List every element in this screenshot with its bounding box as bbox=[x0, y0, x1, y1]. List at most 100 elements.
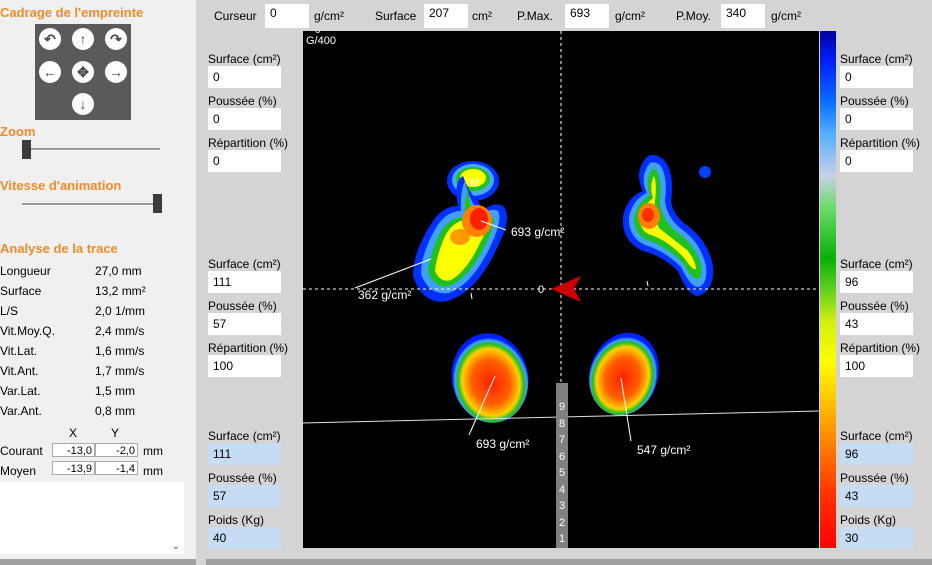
lt-surface-label: Surface (cm²) bbox=[208, 52, 281, 66]
rb-poids-field: 30 bbox=[840, 527, 913, 549]
stat-label: L/S bbox=[0, 304, 19, 318]
courant-unit: mm bbox=[143, 444, 163, 458]
speed-slider-track[interactable] bbox=[22, 203, 160, 206]
stat-value: 1,6 mm/s bbox=[95, 344, 145, 358]
marker-m: M bbox=[470, 177, 479, 189]
stat-label: Surface bbox=[0, 284, 42, 298]
zoom-title: Zoom bbox=[0, 124, 36, 139]
pmoy-label: P.Moy. bbox=[676, 9, 711, 23]
scale-digit: 7 bbox=[558, 434, 566, 446]
rb-poids-label: Poids (Kg) bbox=[840, 513, 897, 527]
rm-repartition-label: Répartition (%) bbox=[840, 341, 921, 355]
rb-surface-label: Surface (cm²) bbox=[840, 429, 913, 443]
surface-field: 207 bbox=[424, 4, 468, 28]
lm-repartition-label: Répartition (%) bbox=[208, 341, 289, 355]
moyen-label: Moyen bbox=[0, 464, 37, 478]
curseur-label: Curseur bbox=[214, 9, 257, 23]
lm-surface-field: 111 bbox=[208, 271, 281, 293]
rotate-right-icon[interactable]: ↷ bbox=[105, 28, 127, 50]
stat-label: Longueur bbox=[0, 264, 51, 278]
front-right-footprint bbox=[622, 155, 714, 296]
scale-digit: 8 bbox=[558, 417, 566, 430]
courant-y-field: -2,0 bbox=[95, 443, 138, 457]
zoom-slider-thumb[interactable] bbox=[22, 140, 31, 159]
stat-label: Var.Ant. bbox=[0, 404, 42, 418]
stat-value: 0,8 mm bbox=[95, 404, 136, 418]
rm-poussee-field: 43 bbox=[840, 313, 913, 335]
scale-bar: 9 8 7 6 5 4 3 2 1 bbox=[556, 383, 568, 548]
left-panel: Cadrage de l'empreinte ↶ ↑ ↷ ← ✥ → ↓ Zoo… bbox=[0, 0, 196, 565]
courant-x-field: -13,0 bbox=[52, 443, 95, 457]
pmoy-unit: g/cm² bbox=[771, 9, 801, 23]
rt-repartition-label: Répartition (%) bbox=[840, 136, 921, 150]
lb-poussee-field: 57 bbox=[208, 485, 281, 507]
annotation-front-left-peak: 693 g/cm² bbox=[511, 225, 564, 239]
rotate-left-icon[interactable]: ↶ bbox=[39, 28, 61, 50]
lt-surface-field: 0 bbox=[208, 66, 281, 88]
color-scale bbox=[820, 31, 836, 548]
scale-digit: 2 bbox=[558, 516, 566, 529]
rt-surface-label: Surface (cm²) bbox=[840, 52, 913, 66]
arrow-left-icon[interactable]: ← bbox=[39, 61, 61, 83]
lt-repartition-field: 0 bbox=[208, 150, 281, 172]
curseur-field[interactable]: 0 bbox=[265, 4, 309, 28]
rm-repartition-field: 100 bbox=[840, 355, 913, 377]
courant-label: Courant bbox=[0, 444, 43, 458]
lb-surface-label: Surface (cm²) bbox=[208, 429, 281, 443]
annotation-rear-left: 693 g/cm² bbox=[476, 437, 529, 451]
arrow-right-icon[interactable]: → bbox=[105, 61, 127, 83]
rm-surface-label: Surface (cm²) bbox=[840, 257, 913, 271]
pmax-label: P.Max. bbox=[517, 9, 553, 23]
lt-poussee-field: 0 bbox=[208, 108, 281, 130]
stat-label: Var.Lat. bbox=[0, 384, 41, 398]
chevron-down-icon[interactable]: ⌄ bbox=[171, 541, 180, 552]
scale-digit: 6 bbox=[558, 450, 566, 463]
rm-surface-field: 96 bbox=[840, 271, 913, 293]
annotation-rear-right: 547 g/cm² bbox=[637, 443, 690, 457]
moyen-x-field: -13,9 bbox=[52, 461, 95, 475]
pressure-map[interactable]: 0 693 g/cm² 362 g/cm² 693 g/cm² 547 g/cm… bbox=[303, 31, 819, 548]
bottom-strip bbox=[206, 559, 932, 565]
pmax-unit: g/cm² bbox=[615, 9, 645, 23]
stat-value: 13,2 mm² bbox=[95, 284, 146, 298]
center-marker: 0 bbox=[538, 284, 544, 296]
left-bottom-strip bbox=[0, 559, 196, 565]
rt-repartition-field: 0 bbox=[840, 150, 913, 172]
navigation-pad: ↶ ↑ ↷ ← ✥ → ↓ bbox=[35, 24, 131, 120]
scale-digit: 5 bbox=[558, 467, 566, 479]
annotation-front-left-low: 362 g/cm² bbox=[358, 288, 411, 302]
stat-label: Vit.Ant. bbox=[0, 364, 39, 378]
rear-left-footprint bbox=[451, 333, 529, 423]
surface-label: Surface bbox=[375, 9, 417, 23]
x-header: X bbox=[69, 426, 78, 440]
lb-surface-field: 111 bbox=[208, 443, 281, 465]
rb-surface-field: 96 bbox=[840, 443, 913, 465]
lb-poussee-label: Poussée (%) bbox=[208, 471, 277, 485]
stat-value: 1,7 mm/s bbox=[95, 364, 145, 378]
rb-poussee-label: Poussée (%) bbox=[840, 471, 909, 485]
curseur-unit: g/cm² bbox=[314, 9, 344, 23]
zoom-slider-track[interactable] bbox=[22, 148, 160, 151]
scale-digit: 9 bbox=[558, 401, 566, 413]
rm-poussee-label: Poussée (%) bbox=[840, 299, 909, 313]
arrow-down-icon[interactable]: ↓ bbox=[72, 93, 94, 115]
center-icon[interactable]: ✥ bbox=[72, 61, 94, 83]
arrow-up-icon[interactable]: ↑ bbox=[72, 28, 94, 50]
pressure-map-svg: 0 693 g/cm² 362 g/cm² 693 g/cm² 547 g/cm… bbox=[303, 31, 819, 548]
y-header: Y bbox=[111, 426, 120, 440]
rt-surface-field: 0 bbox=[840, 66, 913, 88]
lb-poids-label: Poids (Kg) bbox=[208, 513, 265, 527]
center-arrow-icon bbox=[551, 276, 581, 302]
speed-slider-thumb[interactable] bbox=[153, 194, 162, 213]
rear-right-footprint bbox=[589, 332, 659, 416]
stat-value: 27,0 mm bbox=[95, 264, 142, 278]
stat-value: 2,0 1/mm bbox=[95, 304, 146, 318]
rt-poussee-field: 0 bbox=[840, 108, 913, 130]
surface-unit: cm² bbox=[472, 9, 492, 23]
notes-textarea[interactable]: ⌄ bbox=[0, 482, 184, 554]
scale-digit: 3 bbox=[558, 500, 566, 512]
lt-repartition-label: Répartition (%) bbox=[208, 136, 289, 150]
corner-label: G/400 bbox=[306, 35, 336, 47]
corner-top: 0 bbox=[315, 31, 321, 36]
scale-digit: 4 bbox=[558, 483, 566, 496]
